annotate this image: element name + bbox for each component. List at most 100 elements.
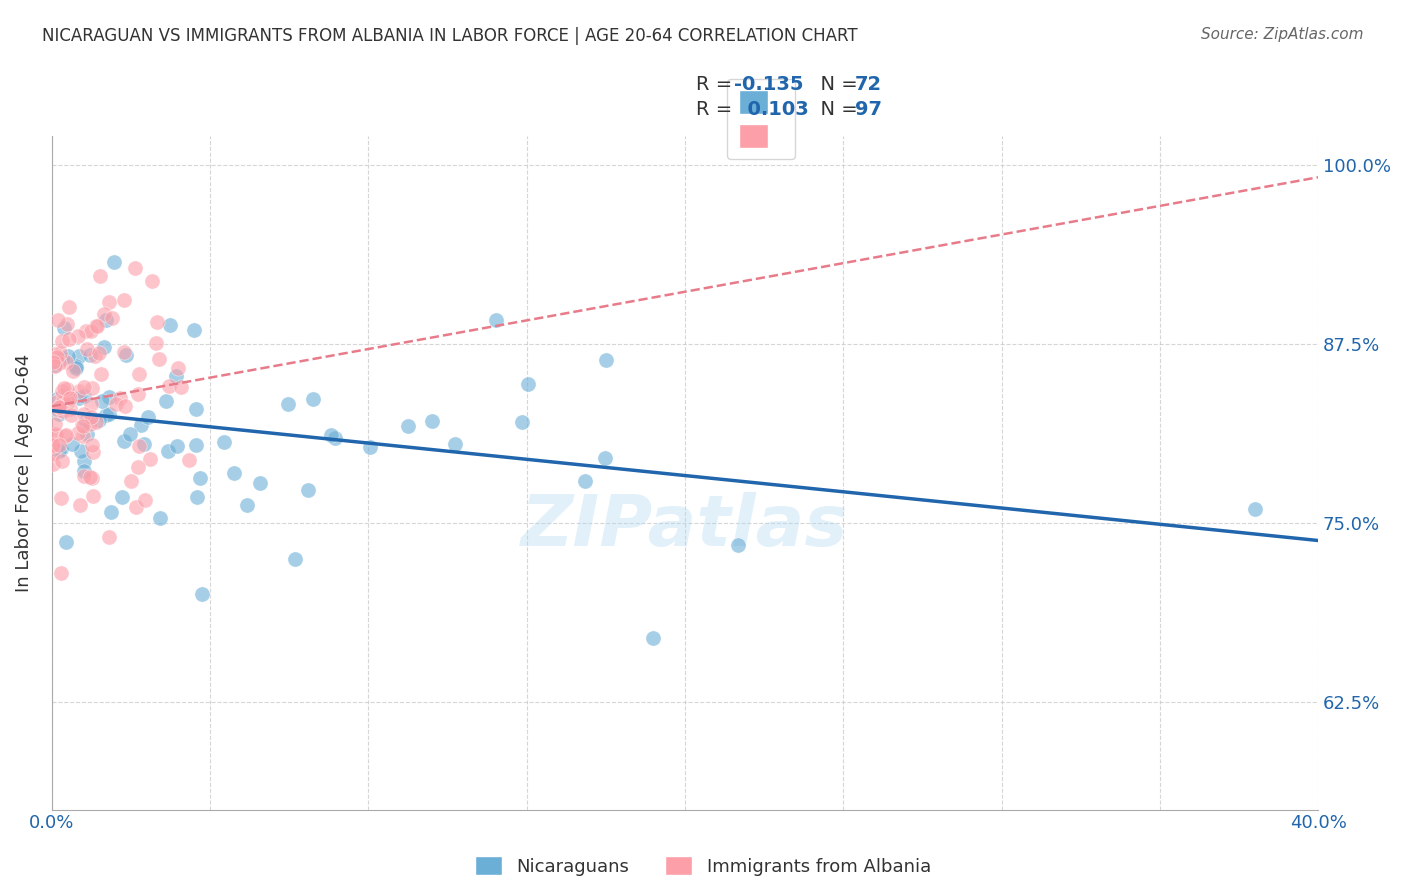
Point: [127, 460, 149, 475]
Point: [76, 342, 98, 356]
Point: [574, 474, 596, 488]
Point: [86, 318, 108, 333]
Point: [52, 404, 75, 418]
Point: [129, 417, 152, 432]
Point: [145, 336, 167, 351]
Point: [297, 483, 319, 497]
Point: [177, 453, 200, 467]
Point: [53, 381, 76, 395]
Point: [183, 323, 205, 337]
Point: [42, 438, 65, 452]
Point: [62, 364, 84, 378]
Point: [67, 328, 90, 343]
Point: [145, 315, 167, 329]
Y-axis label: In Labor Force | Age 20-64: In Labor Force | Age 20-64: [15, 354, 32, 592]
Point: [89, 269, 111, 284]
Point: [87, 346, 110, 360]
Point: [56, 349, 79, 363]
Point: [44, 426, 66, 441]
Point: [139, 451, 162, 466]
Point: [1243, 501, 1265, 516]
Point: [70, 418, 93, 433]
Point: [166, 360, 188, 375]
Point: [82, 489, 104, 503]
Point: [59, 401, 82, 416]
Point: [112, 434, 135, 448]
Text: R =: R =: [696, 100, 738, 120]
Point: [444, 437, 467, 451]
Point: [80, 325, 103, 339]
Point: [105, 396, 128, 410]
Point: [73, 380, 96, 394]
Point: [277, 397, 299, 411]
Point: [98, 408, 121, 422]
Point: [49, 401, 72, 415]
Point: [89, 413, 111, 427]
Point: [149, 510, 172, 524]
Point: [55, 355, 77, 369]
Text: N =: N =: [808, 75, 865, 95]
Point: [46, 351, 69, 365]
Point: [90, 393, 112, 408]
Point: [44, 417, 66, 432]
Point: [79, 348, 101, 362]
Point: [44, 358, 66, 372]
Point: [249, 475, 271, 490]
Point: [73, 469, 96, 483]
Point: [51, 334, 73, 349]
Point: [51, 454, 73, 468]
Point: [80, 409, 103, 424]
Point: [593, 451, 616, 466]
Point: [69, 498, 91, 512]
Point: [101, 311, 124, 326]
Point: [284, 552, 307, 566]
Point: [186, 438, 208, 452]
Point: [51, 352, 73, 367]
Point: [359, 440, 381, 454]
Text: -0.135: -0.135: [734, 75, 803, 95]
Point: [127, 386, 149, 401]
Point: [48, 407, 70, 421]
Point: [517, 376, 540, 391]
Point: [93, 340, 115, 354]
Point: [48, 401, 70, 415]
Point: [42, 457, 65, 471]
Point: [190, 587, 212, 601]
Point: [141, 274, 163, 288]
Point: [51, 566, 73, 581]
Point: [79, 469, 101, 483]
Point: [42, 447, 65, 461]
Point: [86, 415, 108, 429]
Point: [323, 431, 346, 445]
Point: [72, 429, 94, 443]
Text: ZIPatlas: ZIPatlas: [522, 492, 849, 561]
Point: [79, 417, 101, 431]
Point: [420, 414, 443, 428]
Point: [42, 437, 65, 451]
Point: [56, 390, 79, 404]
Point: [155, 393, 177, 408]
Point: [44, 359, 66, 374]
Point: [156, 444, 179, 458]
Legend: Nicaraguans, Immigrants from Albania: Nicaraguans, Immigrants from Albania: [468, 849, 938, 883]
Point: [128, 439, 150, 453]
Point: [45, 394, 67, 409]
Point: [73, 407, 96, 421]
Point: [98, 390, 121, 404]
Point: [48, 444, 70, 458]
Point: [56, 395, 79, 409]
Point: [60, 437, 83, 451]
Point: [125, 500, 148, 514]
Point: [67, 391, 90, 405]
Point: [55, 382, 77, 396]
Point: [235, 498, 257, 512]
Point: [48, 438, 70, 452]
Point: [65, 359, 87, 373]
Point: [727, 538, 749, 552]
Point: [148, 352, 170, 367]
Point: [59, 391, 82, 405]
Point: [51, 384, 73, 398]
Point: [70, 444, 93, 458]
Point: [73, 454, 96, 468]
Point: [51, 442, 73, 456]
